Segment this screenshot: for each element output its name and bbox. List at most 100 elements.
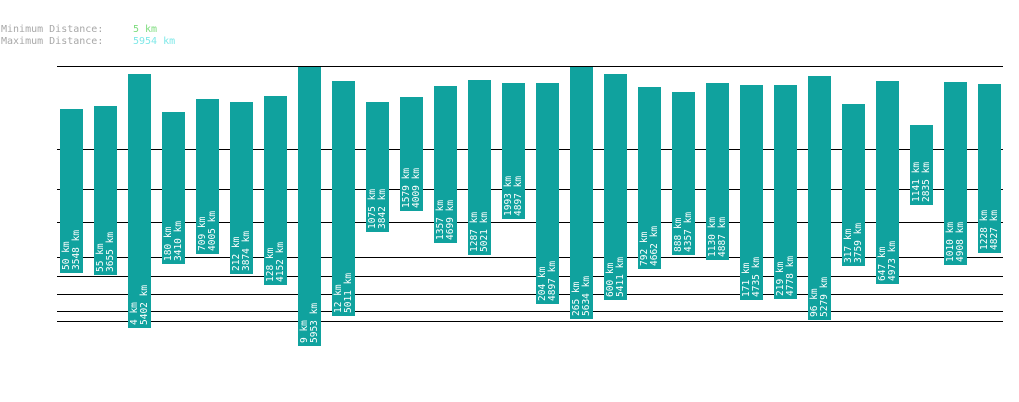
bar-max-label: 4778 km — [785, 256, 796, 296]
bar-min-label: 709 km — [197, 216, 208, 251]
legend-min-label: Minimum Distance: — [1, 24, 104, 35]
bar-min-label: 600 km — [605, 262, 616, 297]
range-bar: 171 km 4735 km — [740, 85, 763, 300]
range-bar: 212 km 3874 km — [230, 102, 253, 274]
range-bar: 265 km 5634 km — [570, 67, 593, 319]
bar-max-label: 3759 km — [853, 223, 864, 263]
range-bar-rect — [264, 96, 287, 285]
range-bar: 180 km 3410 km — [162, 112, 185, 264]
range-bar-rect — [672, 92, 695, 255]
bar-min-label: 212 km — [231, 236, 242, 271]
bar-max-label: 5402 km — [139, 285, 150, 325]
bar-max-label: 4009 km — [411, 168, 422, 208]
range-bar-rect — [978, 84, 1001, 253]
bar-min-label: 1075 km — [367, 189, 378, 229]
bar-min-label: 96 km — [809, 288, 820, 317]
bar-min-label: 204 km — [537, 266, 548, 301]
bar-max-label: 5634 km — [581, 276, 592, 316]
bar-max-label: 5279 km — [819, 277, 830, 317]
range-bar-rect — [434, 86, 457, 243]
bar-max-label: 4005 km — [207, 211, 218, 251]
range-bar: 55 km 3655 km — [94, 106, 117, 275]
bar-min-label: 50 km — [61, 241, 72, 270]
range-bar: 600 km 5411 km — [604, 74, 627, 300]
bar-max-label: 4662 km — [649, 226, 660, 266]
range-bar: 4 km 5402 km — [128, 74, 151, 328]
range-bar: 317 km 3759 km — [842, 104, 865, 266]
bar-min-label: 1287 km — [469, 212, 480, 252]
bar-max-label: 4897 km — [547, 261, 558, 301]
bar-min-label: 180 km — [163, 226, 174, 261]
bar-min-label: 1228 km — [979, 210, 990, 250]
range-bar: 1130 km 4887 km — [706, 83, 729, 260]
range-bar-rect — [60, 109, 83, 273]
range-bar: 1010 km 4908 km — [944, 82, 967, 265]
bar-max-label: 3548 km — [71, 230, 82, 270]
bar-min-label: 1141 km — [911, 162, 922, 202]
range-bar-rect — [94, 106, 117, 275]
legend-max-row: Maximum Distance: 5954 km — [1, 36, 175, 48]
range-bar-rect — [128, 74, 151, 328]
range-bar-rect — [774, 85, 797, 299]
bar-max-label: 4152 km — [275, 242, 286, 282]
range-bar-rect — [842, 104, 865, 266]
bar-max-label: 5411 km — [615, 257, 626, 297]
range-bar: 12 km 5011 km — [332, 81, 355, 316]
range-bar: 647 km 4973 km — [876, 81, 899, 284]
bar-max-label: 3410 km — [173, 221, 184, 261]
bar-min-label: 317 km — [843, 228, 854, 263]
bar-min-label: 4 km — [129, 302, 140, 325]
bar-max-label: 2835 km — [921, 162, 932, 202]
bar-min-label: 128 km — [265, 247, 276, 282]
range-bar-rect — [162, 112, 185, 264]
bar-min-label: 647 km — [877, 246, 888, 281]
range-bar: 9 km 5953 km — [298, 67, 321, 346]
range-bar: 1287 km 5021 km — [468, 80, 491, 255]
range-bar-rect — [740, 85, 763, 300]
bar-min-label: 1357 km — [435, 200, 446, 240]
legend: Minimum Distance: 5 km Maximum Distance: 5… — [1, 24, 175, 48]
bar-max-label: 3874 km — [241, 231, 252, 271]
range-bar-rect — [910, 125, 933, 205]
bar-min-label: 888 km — [673, 217, 684, 252]
bar-min-label: 55 km — [95, 243, 106, 272]
range-bar-rect — [196, 99, 219, 254]
bar-max-label: 3842 km — [377, 189, 388, 229]
range-bar-rect — [468, 80, 491, 255]
range-bar: 1579 km 4009 km — [400, 97, 423, 211]
range-bar: 219 km 4778 km — [774, 85, 797, 299]
range-bar-rect — [230, 102, 253, 274]
range-bar: 1993 km 4897 km — [502, 83, 525, 219]
range-bar-rect — [638, 87, 661, 269]
range-bar-rect — [332, 81, 355, 316]
bar-max-label: 5953 km — [309, 303, 320, 343]
bar-max-label: 5011 km — [343, 273, 354, 313]
range-bar-rect — [298, 67, 321, 346]
range-bar-rect — [502, 83, 525, 219]
range-bar: 1075 km 3842 km — [366, 102, 389, 232]
range-bar: 1141 km 2835 km — [910, 125, 933, 205]
range-bar: 888 km 4357 km — [672, 92, 695, 255]
range-bar: 792 km 4662 km — [638, 87, 661, 269]
bar-max-label: 4897 km — [513, 176, 524, 216]
bar-min-label: 1010 km — [945, 222, 956, 262]
bar-max-label: 5021 km — [479, 212, 490, 252]
bar-max-label: 4699 km — [445, 200, 456, 240]
range-bar-rect — [536, 83, 559, 304]
legend-max-value: 5954 km — [133, 36, 176, 47]
bar-max-label: 3655 km — [105, 232, 116, 272]
range-bar-rect — [706, 83, 729, 260]
range-bar-rect — [366, 102, 389, 232]
bar-min-label: 219 km — [775, 261, 786, 296]
bar-max-label: 4827 km — [989, 210, 1000, 250]
range-bar: 1228 km 4827 km — [978, 84, 1001, 253]
range-bar: 709 km 4005 km — [196, 99, 219, 254]
bar-max-label: 4908 km — [955, 222, 966, 262]
range-bar-rect — [944, 82, 967, 265]
range-bar: 50 km 3548 km — [60, 109, 83, 273]
bar-min-label: 171 km — [741, 262, 752, 297]
legend-min-row: Minimum Distance: 5 km — [1, 24, 175, 36]
range-bar: 96 km 5279 km — [808, 76, 831, 320]
range-bar-rect — [604, 74, 627, 300]
